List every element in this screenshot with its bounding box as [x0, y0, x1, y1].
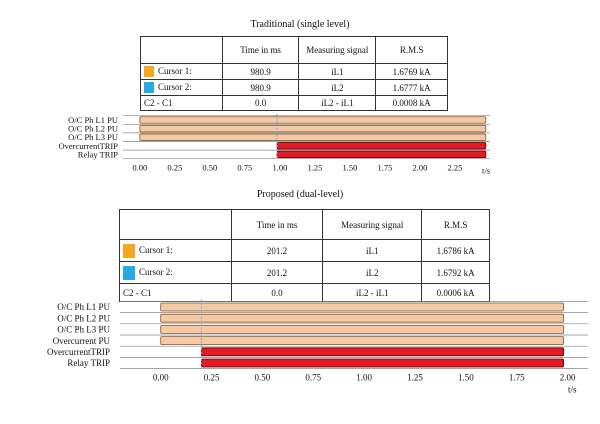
table-cell: iL2 - iL1 — [298, 95, 377, 111]
cursor2-swatch — [144, 82, 154, 94]
signal-label: Relay TRIP — [78, 149, 118, 159]
trip-signal-bar — [200, 347, 564, 357]
signal-label: O/C Ph L3 PU — [68, 132, 118, 142]
signal-label: O/C Ph L1 PU — [57, 302, 110, 312]
signal-label: O/C Ph L2 PU — [57, 313, 110, 323]
x-tick-label: 1.75 — [509, 373, 525, 383]
signal-label: Relay TRIP — [67, 358, 110, 368]
table-header-cell — [119, 209, 232, 240]
table-cell: 0.0008 kA — [375, 95, 448, 111]
table-row: Cursor 1: 201.2 iL1 1.6786 kA — [119, 239, 490, 262]
panel2-cursor-table: Time in ms Measuring signal R.M.S Cursor… — [119, 209, 490, 302]
pickup-signal-bar — [160, 302, 564, 312]
x-tick-label: 2.00 — [413, 163, 428, 173]
x-tick-label: 0.25 — [167, 163, 182, 173]
table-cell: 1.6777 kA — [375, 79, 448, 96]
x-tick-label: 2.00 — [560, 373, 576, 383]
x-axis-label: t/s — [482, 166, 490, 176]
x-tick-label: 0.25 — [204, 373, 220, 383]
table-cell: 0.0 — [221, 95, 300, 111]
signal-label: Overcurrent PU — [53, 336, 111, 346]
table-header-cell: Time in ms — [221, 36, 300, 64]
table-cell: Cursor 2: — [158, 81, 192, 92]
x-tick-label: 2.25 — [448, 163, 463, 173]
x-tick-label: 0.50 — [255, 373, 271, 383]
cursor1-swatch — [123, 243, 135, 258]
pickup-signal-bar — [139, 124, 487, 133]
table-cell: 980.9 — [221, 79, 300, 96]
x-tick-label: 1.25 — [407, 373, 423, 383]
table-cell: iL1 — [322, 239, 423, 262]
table-header-cell — [140, 36, 223, 64]
table-cell: Cursor 1: — [139, 244, 173, 255]
signal-label: OvercurrentTRIP — [59, 141, 119, 151]
x-axis-label: t/s — [568, 385, 577, 395]
pickup-signal-bar — [160, 324, 564, 334]
table-header-row: Time in ms Measuring signal R.M.S — [140, 36, 448, 64]
signal-label: OvercurrentTRIP — [47, 347, 110, 357]
table-header-cell: Measuring signal — [298, 36, 377, 64]
table-cell: 1.6786 kA — [421, 239, 490, 262]
cursor1-swatch — [144, 66, 154, 78]
cursor2-swatch — [123, 265, 135, 280]
x-tick-label: 0.75 — [305, 373, 321, 383]
table-cell: Cursor 2: — [139, 266, 173, 277]
table-cell: C2 - C1 — [140, 95, 223, 111]
x-tick-label: 0.00 — [153, 373, 169, 383]
table-cell: iL2 — [298, 79, 377, 96]
x-tick-label: 1.50 — [342, 163, 357, 173]
pickup-signal-bar — [139, 133, 487, 141]
table-cell: iL1 — [298, 63, 377, 80]
table-row: C2 - C1 0.0 iL2 - iL1 0.0006 kA — [119, 283, 490, 302]
trip-signal-bar — [200, 358, 564, 368]
table-cell: 0.0006 kA — [421, 283, 490, 302]
table-header-row: Time in ms Measuring signal R.M.S — [119, 209, 490, 240]
x-tick-label: 1.00 — [272, 163, 287, 173]
table-row: Cursor 1: 980.9 iL1 1.6769 kA — [140, 63, 448, 80]
table-cell: iL2 - iL1 — [322, 283, 423, 302]
pickup-signal-bar — [160, 313, 564, 323]
trip-signal-bar — [276, 150, 487, 159]
panel1-title: Traditional (single level) — [250, 19, 350, 30]
signal-label: O/C Ph L1 PU — [68, 115, 118, 125]
panel2-timing-chart: O/C Ph L1 PUO/C Ph L2 PUO/C Ph L3 PUOver… — [47, 299, 588, 395]
table-cell: 201.2 — [230, 239, 324, 262]
table-header-cell: Measuring signal — [322, 209, 423, 240]
x-tick-label: 1.25 — [307, 163, 322, 173]
table-row: C2 - C1 0.0 iL2 - iL1 0.0008 kA — [140, 95, 448, 111]
panel2-title: Proposed (dual-level) — [256, 189, 344, 200]
table-cell: 201.2 — [230, 261, 324, 284]
x-tick-label: 1.50 — [458, 373, 474, 383]
table-cell: iL2 — [322, 261, 423, 284]
x-tick-label: 0.00 — [132, 163, 147, 173]
trip-signal-bar — [276, 142, 487, 150]
table-header-cell: Time in ms — [230, 209, 324, 240]
table-cell: C2 - C1 — [119, 283, 232, 302]
table-cell: 980.9 — [221, 63, 300, 80]
table-cell: 1.6769 kA — [375, 63, 448, 80]
table-row: Cursor 2: 980.9 iL2 1.6777 kA — [140, 79, 448, 96]
x-tick-label: 1.00 — [356, 373, 372, 383]
table-cell: Cursor 1: — [158, 65, 192, 76]
table-row: Cursor 2: 201.2 iL2 1.6792 kA — [119, 261, 490, 284]
x-tick-label: 1.75 — [378, 163, 393, 173]
x-tick-label: 0.50 — [202, 163, 217, 173]
signal-label: O/C Ph L3 PU — [57, 325, 110, 335]
table-header-cell: R.M.S — [375, 36, 448, 64]
x-tick-label: 0.75 — [237, 163, 252, 173]
table-cell: 0.0 — [230, 283, 324, 302]
table-cell: 1.6792 kA — [421, 261, 490, 284]
panel1-cursor-table: Time in ms Measuring signal R.M.S Cursor… — [140, 36, 448, 111]
table-header-cell: R.M.S — [421, 209, 490, 240]
pickup-signal-bar — [160, 336, 564, 345]
signal-label: O/C Ph L2 PU — [68, 124, 118, 134]
pickup-signal-bar — [139, 116, 487, 124]
panel1-timing-chart: O/C Ph L1 PUO/C Ph L2 PUO/C Ph L3 PUOver… — [59, 114, 490, 176]
